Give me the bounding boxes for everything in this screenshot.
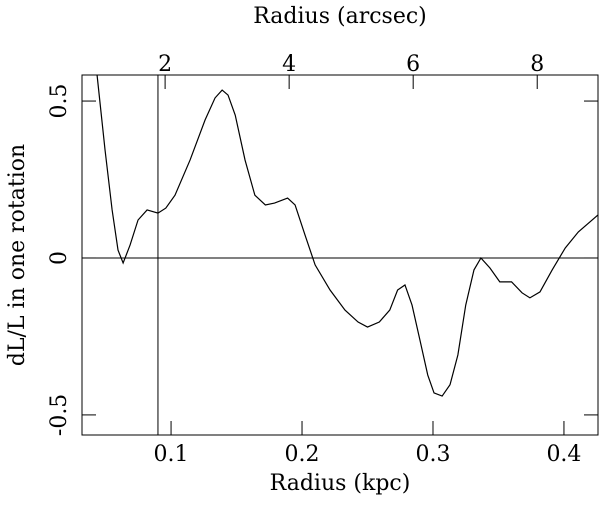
y-axis-title: dL/L in one rotation [5,144,30,366]
x-tick-label: 0.4 [546,442,581,467]
y-tick-label: 0.5 [47,84,72,119]
top-tick-label: 4 [282,52,296,77]
x-tick-label: 0.3 [415,442,450,467]
x-tick-label: 0.1 [154,442,189,467]
data-line [96,74,599,397]
x-tick-label: 0.2 [285,442,320,467]
y-tick-label: 0 [47,251,72,265]
x-axis-title: Radius (kpc) [270,471,411,496]
plot-frame [81,74,599,436]
top-tick-label: 2 [158,52,172,77]
top-tick-label: 8 [530,52,544,77]
y-tick-label: -0.5 [47,394,72,436]
top-tick-label: 6 [406,52,420,77]
top-axis-title: Radius (arcsec) [253,4,427,29]
